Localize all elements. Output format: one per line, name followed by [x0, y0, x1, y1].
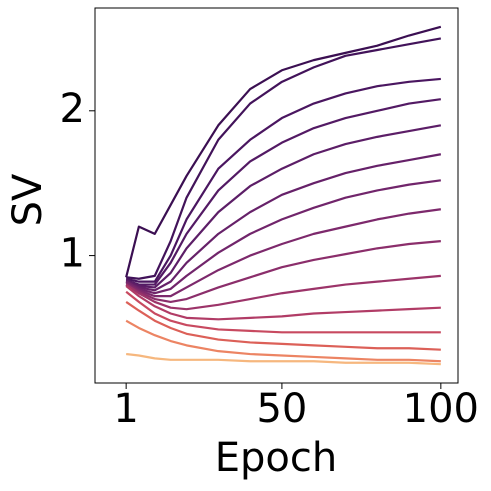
- y-tick-label: 1: [60, 231, 85, 277]
- series-line: [125, 274, 441, 311]
- series-line: [125, 319, 441, 363]
- series-line: [125, 98, 441, 286]
- series-line: [125, 301, 441, 351]
- series-line: [126, 37, 442, 280]
- series-line: [125, 77, 441, 283]
- y-axis-label: SV: [5, 173, 51, 226]
- x-axis-label: Epoch: [215, 435, 337, 481]
- series-line: [125, 285, 441, 321]
- series-line: [125, 124, 442, 289]
- series-line: [125, 25, 442, 278]
- series-line: [126, 352, 441, 366]
- series-line: [125, 290, 441, 334]
- y-tick-label: 2: [60, 86, 85, 132]
- series-line: [125, 240, 441, 304]
- series-line: [125, 153, 442, 292]
- x-tick-label: 100: [403, 386, 479, 432]
- series-line: [125, 179, 441, 295]
- series-line: [125, 208, 441, 298]
- x-tick-label: 50: [256, 386, 307, 432]
- x-tick-label: 1: [113, 386, 138, 432]
- plot-frame: [94, 7, 459, 384]
